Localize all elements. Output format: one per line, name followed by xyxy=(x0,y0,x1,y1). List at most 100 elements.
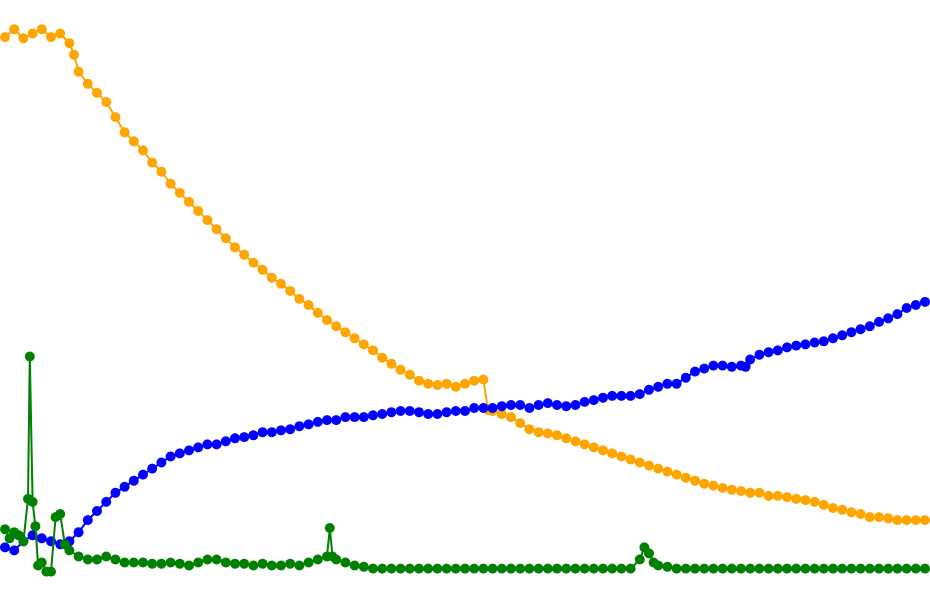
data-point-2-59 xyxy=(441,563,452,574)
data-point-2-90 xyxy=(708,563,719,574)
data-point-2-106 xyxy=(855,563,866,574)
data-point-2-18 xyxy=(82,554,93,565)
data-point-1-54 xyxy=(496,401,507,412)
data-point-0-5 xyxy=(46,32,56,43)
data-point-2-72 xyxy=(561,563,572,574)
data-point-1-9 xyxy=(82,515,93,526)
data-point-1-78 xyxy=(717,360,728,371)
data-point-1-0 xyxy=(0,542,10,553)
data-point-1-60 xyxy=(552,400,562,410)
data-point-2-70 xyxy=(542,563,553,574)
data-point-2-62 xyxy=(469,563,480,574)
data-point-0-65 xyxy=(579,439,590,450)
data-point-1-32 xyxy=(294,421,305,432)
data-point-1-69 xyxy=(634,389,645,400)
data-point-1-88 xyxy=(800,339,811,350)
data-point-1-68 xyxy=(625,390,636,401)
data-point-0-71 xyxy=(634,457,645,468)
data-point-0-39 xyxy=(349,333,360,344)
data-point-0-96 xyxy=(864,512,875,523)
data-point-1-98 xyxy=(892,309,903,320)
data-point-0-15 xyxy=(128,136,139,147)
data-point-0-0 xyxy=(0,32,10,43)
data-point-1-58 xyxy=(533,400,544,410)
data-point-0-20 xyxy=(174,187,185,198)
data-point-2-102 xyxy=(818,563,829,574)
data-point-2-108 xyxy=(874,563,884,574)
series-line-1 xyxy=(4,300,926,552)
data-point-1-16 xyxy=(147,463,158,474)
data-point-1-51 xyxy=(469,403,480,413)
data-point-0-17 xyxy=(147,157,158,168)
data-point-0-98 xyxy=(883,513,894,524)
data-point-1-65 xyxy=(598,392,608,403)
data-point-2-84 xyxy=(653,560,664,571)
data-point-0-24 xyxy=(211,224,222,235)
data-point-0-26 xyxy=(230,242,240,253)
data-point-2-10 xyxy=(36,557,47,568)
data-point-2-87 xyxy=(680,563,691,574)
data-point-1-48 xyxy=(441,407,452,418)
data-point-0-61 xyxy=(542,428,553,439)
data-point-2-38 xyxy=(266,560,277,571)
data-point-0-74 xyxy=(662,466,673,477)
data-point-2-43 xyxy=(312,554,323,565)
data-point-1-35 xyxy=(322,415,332,426)
data-point-1-33 xyxy=(303,419,314,430)
data-point-2-12 xyxy=(46,566,56,577)
data-point-2-47 xyxy=(331,554,342,565)
data-point-1-13 xyxy=(119,481,130,492)
data-point-2-76 xyxy=(598,563,608,574)
data-point-0-28 xyxy=(248,257,259,268)
data-point-2-107 xyxy=(864,563,875,574)
data-point-2-52 xyxy=(377,563,388,574)
data-point-0-50 xyxy=(450,381,461,392)
data-point-2-39 xyxy=(276,560,286,571)
data-point-0-1 xyxy=(9,24,20,35)
data-point-1-12 xyxy=(110,487,121,498)
data-point-2-27 xyxy=(165,557,176,568)
data-point-0-43 xyxy=(386,358,397,369)
data-point-2-101 xyxy=(809,563,820,574)
data-point-1-49 xyxy=(450,406,461,416)
data-point-0-25 xyxy=(220,233,231,244)
data-point-2-57 xyxy=(423,563,434,574)
data-point-1-67 xyxy=(616,390,627,401)
series-1 xyxy=(0,296,930,556)
data-point-1-47 xyxy=(432,409,443,419)
data-point-2-33 xyxy=(220,557,231,568)
data-point-2-8 xyxy=(30,521,41,532)
data-point-1-99 xyxy=(901,303,912,313)
data-point-1-52 xyxy=(478,403,489,413)
data-point-0-66 xyxy=(588,442,599,453)
series-0 xyxy=(0,24,930,526)
series-line-0 xyxy=(4,28,925,522)
data-point-1-36 xyxy=(331,415,342,426)
data-point-0-29 xyxy=(257,264,268,275)
data-point-1-100 xyxy=(910,300,921,310)
data-point-2-105 xyxy=(846,563,857,574)
data-point-1-17 xyxy=(156,457,167,468)
data-point-2-99 xyxy=(791,563,802,574)
data-point-0-22 xyxy=(193,206,204,216)
data-point-2-68 xyxy=(524,563,535,574)
data-point-2-28 xyxy=(174,558,185,569)
data-point-0-86 xyxy=(772,490,783,501)
data-point-0-2 xyxy=(18,33,29,44)
data-point-0-59 xyxy=(524,424,535,435)
data-point-2-14 xyxy=(55,509,66,519)
data-point-0-36 xyxy=(322,315,332,326)
data-point-0-93 xyxy=(837,504,848,515)
data-point-0-33 xyxy=(294,293,305,304)
data-point-0-60 xyxy=(533,427,544,438)
data-point-1-70 xyxy=(644,384,654,395)
data-point-2-51 xyxy=(368,563,378,574)
data-point-0-11 xyxy=(92,87,102,98)
data-point-0-37 xyxy=(331,321,342,332)
data-point-0-23 xyxy=(202,215,213,226)
data-point-2-80 xyxy=(634,554,645,565)
data-point-1-19 xyxy=(174,448,185,459)
data-point-1-44 xyxy=(404,406,415,416)
data-point-2-75 xyxy=(588,563,599,574)
data-point-1-4 xyxy=(36,533,47,544)
